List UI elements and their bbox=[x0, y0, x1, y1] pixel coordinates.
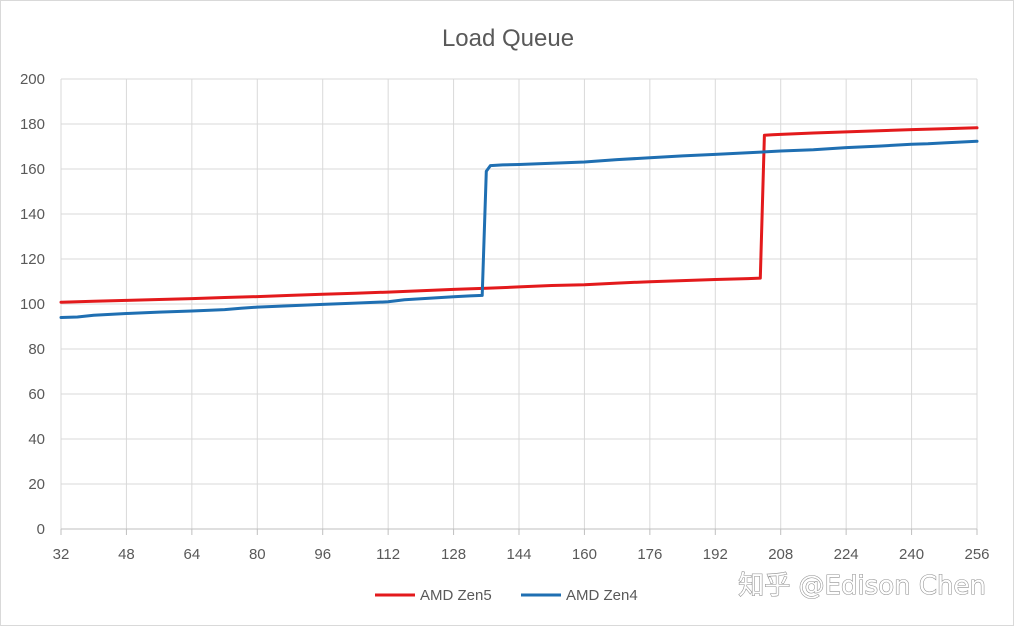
y-tick-label: 20 bbox=[28, 476, 45, 493]
watermark-text: 知乎 @Edison Chen bbox=[738, 571, 986, 601]
x-tick-label: 96 bbox=[314, 546, 331, 563]
grid bbox=[60, 78, 978, 530]
y-tick-label: 120 bbox=[20, 251, 45, 268]
y-tick-label: 140 bbox=[20, 206, 45, 223]
x-tick-label: 160 bbox=[572, 546, 597, 563]
series-line-amd-zen4 bbox=[59, 139, 979, 319]
legend: AMD Zen5 AMD Zen4 bbox=[375, 587, 638, 604]
y-tick-label: 60 bbox=[28, 386, 45, 403]
x-tick-label: 192 bbox=[703, 546, 728, 563]
x-tick-label: 80 bbox=[249, 546, 266, 563]
legend-label-amd-zen4: AMD Zen4 bbox=[566, 587, 638, 604]
y-tick-label: 100 bbox=[20, 296, 45, 313]
y-tick-label: 200 bbox=[20, 71, 45, 88]
x-tick-label: 128 bbox=[441, 546, 466, 563]
x-tick-label: 208 bbox=[768, 546, 793, 563]
y-tick-label: 180 bbox=[20, 116, 45, 133]
series-lines bbox=[59, 126, 979, 319]
y-tick-label: 0 bbox=[37, 521, 45, 538]
y-tick-label: 160 bbox=[20, 161, 45, 178]
x-tick-label: 224 bbox=[834, 546, 859, 563]
legend-label-amd-zen5: AMD Zen5 bbox=[420, 587, 492, 604]
x-tick-label: 176 bbox=[637, 546, 662, 563]
chart-title: Load Queue bbox=[442, 25, 574, 52]
x-tick-label: 240 bbox=[899, 546, 924, 563]
axes: 0 20 40 60 80 100 120 140 160 180 200 32 48 64 80 96 112… bbox=[20, 71, 990, 563]
x-tick-label: 112 bbox=[376, 546, 400, 563]
y-tick-label: 80 bbox=[28, 341, 45, 358]
y-tick-label: 40 bbox=[28, 431, 45, 448]
x-tick-label: 48 bbox=[118, 546, 135, 563]
x-tick-label: 256 bbox=[964, 546, 989, 563]
x-tick-label: 144 bbox=[506, 546, 531, 563]
x-tick-label: 32 bbox=[53, 546, 70, 563]
series-line-amd-zen5 bbox=[59, 126, 979, 304]
x-tick-label: 64 bbox=[184, 546, 201, 563]
